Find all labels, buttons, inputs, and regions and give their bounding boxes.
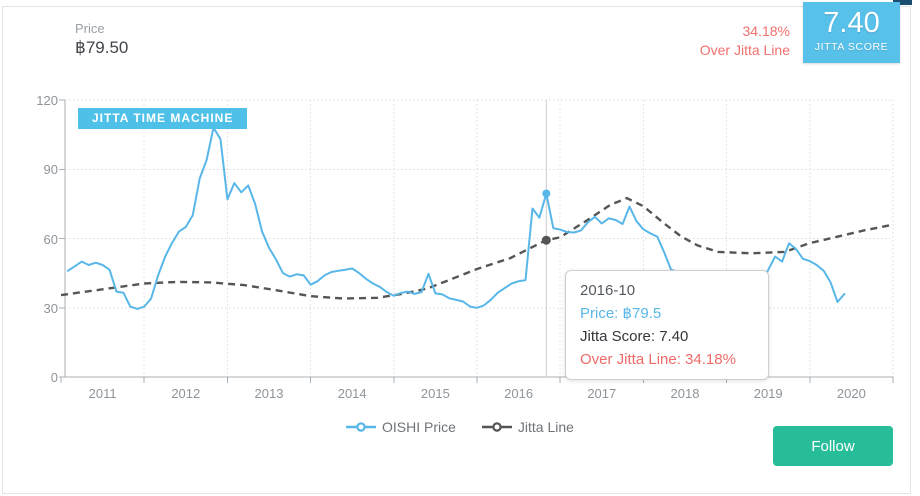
tooltip-price: Price: ฿79.5 [580, 305, 662, 322]
tooltip-date: 2016-10 [580, 282, 636, 299]
jitta-widget-card [2, 6, 911, 494]
x-tick-label: 2018 [670, 386, 700, 401]
price-value: ฿79.50 [75, 38, 129, 57]
x-tick-label: 2011 [88, 386, 117, 401]
jitta-score-box: 7.40 JITTA SCORE [803, 2, 900, 63]
hover-dot-price[interactable] [542, 189, 551, 198]
x-tick-label: 2016 [504, 386, 534, 401]
x-tick-label: 2014 [337, 386, 367, 401]
legend-item-jitta-line[interactable]: Jitta Line [481, 419, 574, 435]
x-tick-label: 2012 [171, 386, 201, 401]
legend-item-oishi-price[interactable]: OISHI Price [346, 419, 456, 435]
jitta-score-value: 7.40 [823, 7, 880, 39]
hover-dot-jitta [541, 235, 551, 245]
y-tick-label: 120 [36, 93, 58, 108]
chart-title-badge: JITTA TIME MACHINE [78, 108, 248, 129]
follow-button[interactable]: Follow [773, 426, 893, 466]
chart-legend: OISHI Price Jitta Line [0, 419, 920, 435]
y-tick-label: 90 [43, 162, 58, 178]
over-jitta-percent: 34.18% [742, 23, 790, 39]
chart-tooltip: 2016-10 Price: ฿79.5 Jitta Score: 7.40 O… [565, 270, 769, 380]
x-tick-label: 2017 [587, 386, 617, 401]
over-jitta-block: 34.18% Over Jitta Line [700, 22, 790, 60]
legend-label: Jitta Line [517, 419, 574, 435]
over-jitta-label: Over Jitta Line [699, 42, 790, 58]
legend-marker-icon [346, 422, 377, 432]
price-label: Price [75, 21, 105, 36]
y-tick-label: 0 [50, 370, 58, 385]
y-tick-label: 60 [43, 231, 58, 247]
legend-label: OISHI Price [382, 419, 456, 435]
legend-marker-icon [481, 422, 512, 432]
tooltip-jitta-score: Jitta Score: 7.40 [580, 328, 689, 345]
y-tick-label: 30 [43, 300, 58, 316]
x-tick-label: 2015 [420, 386, 450, 401]
score-ribbon-corner [893, 0, 912, 5]
tooltip-over-jitta-line: Over Jitta Line: 34.18% [580, 351, 736, 368]
jitta-score-label: JITTA SCORE [814, 41, 889, 53]
x-tick-label: 2020 [836, 386, 866, 401]
x-tick-label: 2019 [753, 386, 783, 401]
x-tick-label: 2013 [254, 386, 284, 401]
